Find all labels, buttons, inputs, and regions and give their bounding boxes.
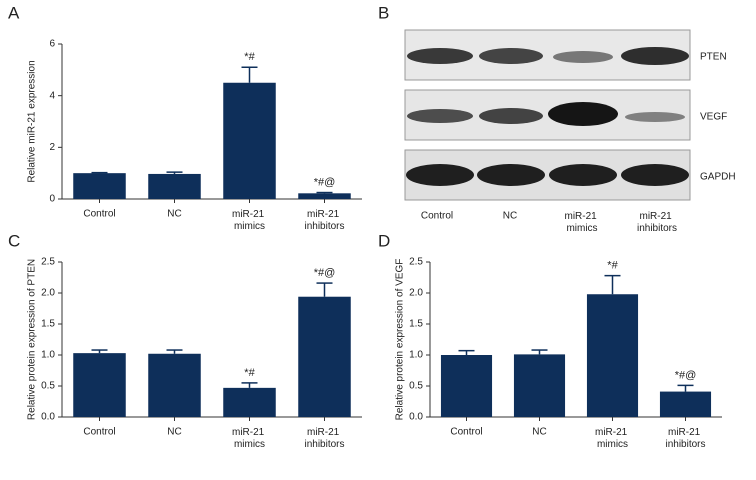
y-tick-label: 1.5 — [409, 319, 423, 330]
bar — [513, 354, 566, 417]
annotation: *# — [244, 51, 255, 63]
x-tick-label: miR-21 mimics — [595, 427, 630, 450]
y-tick-label: 2.5 — [41, 257, 55, 268]
blot-row-label: VEGF — [700, 112, 727, 123]
blot-image — [404, 29, 691, 201]
y-tick-label: 4 — [49, 90, 55, 101]
y-axis-label: Relative protein expression of VEGF — [395, 259, 406, 421]
panel-label: A — [8, 3, 20, 22]
x-tick-label: NC — [532, 427, 546, 438]
x-tick-label: miR-21 inhibitors — [304, 209, 344, 232]
blot-category: NC — [503, 211, 517, 222]
y-axis-label: Relative protein expression of PTEN — [27, 259, 38, 420]
y-tick-label: 0.5 — [41, 381, 55, 392]
blot-category: miR-21 mimics — [564, 211, 599, 234]
y-tick-label: 0.0 — [409, 412, 423, 423]
bar — [148, 173, 201, 199]
x-tick-label: Control — [83, 427, 115, 438]
x-tick-label: Control — [83, 209, 115, 220]
panel-label: B — [378, 3, 389, 22]
y-tick-label: 2.0 — [41, 288, 55, 299]
panel-label: C — [8, 231, 20, 250]
x-tick-label: miR-21 inhibitors — [665, 427, 705, 450]
bar — [223, 82, 276, 199]
bar — [73, 173, 126, 199]
x-tick-label: miR-21 mimics — [232, 427, 267, 450]
blot-category: Control — [421, 211, 453, 222]
y-tick-label: 1.5 — [41, 319, 55, 330]
bar — [298, 296, 351, 417]
annotation: *#@ — [314, 176, 336, 188]
blot-category: miR-21 inhibitors — [637, 211, 677, 234]
x-tick-label: miR-21 mimics — [232, 209, 267, 232]
y-tick-label: 0.0 — [41, 412, 55, 423]
y-tick-label: 2.0 — [409, 288, 423, 299]
x-tick-label: miR-21 inhibitors — [304, 427, 344, 450]
y-tick-label: 0 — [49, 194, 55, 205]
x-tick-label: Control — [450, 427, 482, 438]
blot-row-label: GAPDH — [700, 172, 736, 183]
y-tick-label: 2 — [49, 142, 55, 153]
blot-row-label: PTEN — [700, 52, 727, 63]
y-tick-label: 1.0 — [41, 350, 55, 361]
annotation: *#@ — [675, 369, 697, 381]
bar — [586, 294, 639, 417]
annotation: *# — [607, 260, 618, 272]
y-tick-label: 2.5 — [409, 257, 423, 268]
annotation: *# — [244, 367, 255, 379]
bar — [73, 353, 126, 417]
bar — [659, 391, 712, 417]
annotation: *#@ — [314, 267, 336, 279]
y-tick-label: 6 — [49, 39, 55, 50]
bar — [298, 193, 351, 199]
bar — [440, 355, 493, 417]
x-tick-label: NC — [167, 427, 181, 438]
y-tick-label: 1.0 — [409, 350, 423, 361]
bar — [148, 353, 201, 417]
panel-label: D — [378, 231, 390, 250]
y-tick-label: 0.5 — [409, 381, 423, 392]
x-tick-label: NC — [167, 209, 181, 220]
y-axis-label: Relative miR-21 expression — [27, 60, 38, 182]
bar — [223, 387, 276, 417]
